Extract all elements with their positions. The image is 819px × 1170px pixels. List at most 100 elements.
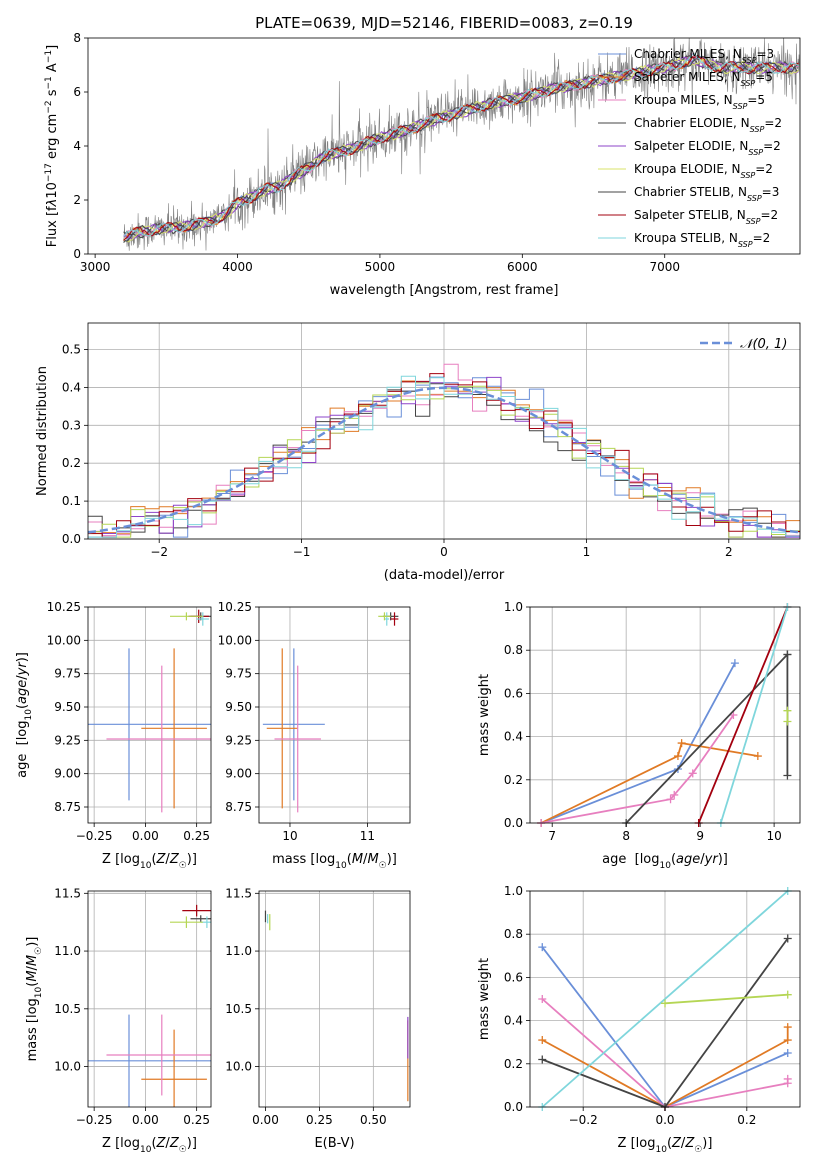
plot-area xyxy=(123,38,800,251)
y-tick-label: 0.2 xyxy=(504,1057,523,1071)
spectrum-y-axis-label: Flux [fλ10−17 erg cm−2 s−1 A−1] xyxy=(44,45,60,247)
weight-marker xyxy=(783,650,792,659)
y-tick-label: 0.3 xyxy=(62,418,81,432)
y-tick-label: 11.0 xyxy=(225,944,252,958)
axes-frame xyxy=(258,606,411,824)
y-tick-label: 9.50 xyxy=(225,700,252,714)
legend-label: 𝒩(0, 1) xyxy=(740,337,787,352)
weight-marker xyxy=(538,943,547,952)
legend-label: Kroupa ELODIE, NSSP=2 xyxy=(634,162,773,180)
plot-area xyxy=(264,910,409,1102)
legend-label: Salpeter ELODIE, NSSP=2 xyxy=(634,139,781,157)
weight_vs_Z-y-axis-label: mass weight xyxy=(477,958,492,1040)
y-tick-label: 10.0 xyxy=(225,1060,252,1074)
weight-series-line xyxy=(625,653,789,824)
axes-frame xyxy=(529,890,801,1108)
y-tick-label: 10.00 xyxy=(218,633,252,647)
y-tick-label: 10.5 xyxy=(225,1002,252,1016)
y-tick-label: 2 xyxy=(73,193,81,207)
plot-area xyxy=(262,612,399,813)
weight-marker xyxy=(538,995,547,1003)
x-tick-label: −0.25 xyxy=(76,829,113,843)
age-vs-mass-panel: 10 11 8.75 9.00 9.25 9.50 9.75 10.00 10.25 mass [… xyxy=(218,600,411,871)
y-tick-label: 0.6 xyxy=(504,970,523,984)
weight-marker xyxy=(783,771,792,780)
weight-series-line xyxy=(719,606,789,824)
y-tick-label: 9.00 xyxy=(54,767,81,781)
weight-marker xyxy=(783,1023,792,1032)
legend-label: Kroupa STELIB, NSSP=2 xyxy=(634,231,770,249)
legend-label: Chabrier ELODIE, NSSP=2 xyxy=(634,116,782,134)
y-tick-label: 0.4 xyxy=(62,380,81,394)
y-tick-label: 9.00 xyxy=(225,767,252,781)
y-tick-label: 6 xyxy=(73,85,81,99)
figure-title: PLATE=0639, MJD=52146, FIBERID=0083, z=0… xyxy=(255,14,633,32)
weight-marker xyxy=(783,1036,792,1045)
mass-vs-metallicity-panel: −0.25 0.00 0.25 10.0 10.5 11.0 11.5 Z [log10(Z/… xyxy=(25,886,212,1155)
weight_vs_age-y-axis-label: mass weight xyxy=(477,674,492,756)
y-tick-label: 10.0 xyxy=(54,1060,81,1074)
y-tick-label: 9.25 xyxy=(225,733,252,747)
age_vs_Z-y-axis-label: age [log10(age/yr)] xyxy=(15,652,34,778)
y-tick-label: 8.75 xyxy=(54,800,81,814)
weight-series-line xyxy=(540,662,736,824)
age-vs-metallicity-panel: −0.25 0.00 0.25 8.75 9.00 9.25 9.50 9.75 10.00 10… xyxy=(15,600,212,871)
normal-curve xyxy=(87,386,801,534)
legend-label: Salpeter STELIB, NSSP=2 xyxy=(634,208,778,226)
y-tick-label: 9.75 xyxy=(225,667,252,681)
model-spectrum-line xyxy=(123,53,799,237)
weight-marker xyxy=(538,1055,547,1064)
plot-area xyxy=(88,609,211,813)
x-tick-label: −0.2 xyxy=(569,1113,598,1127)
x-tick-label: 11 xyxy=(360,829,375,843)
plot-area xyxy=(88,904,211,1107)
x-tick-label: 9 xyxy=(696,829,704,843)
y-tick-label: 1.0 xyxy=(504,600,523,614)
weight-series-line xyxy=(541,890,789,1108)
mass_vs_Z-y-axis-label: mass [log10(M/M☉)] xyxy=(25,937,44,1062)
y-tick-label: 10.25 xyxy=(218,600,252,614)
y-tick-label: 0.4 xyxy=(504,730,523,744)
x-tick-label: 4000 xyxy=(222,260,253,274)
y-tick-label: 11.5 xyxy=(54,886,81,900)
legend-label: Salpeter MILES, NSSP=5 xyxy=(634,70,773,88)
residuals-panel: −2 −1 0 1 2 0.0 0.1 0.2 0.3 0.4 0.5 𝒩(0, 1) (data-mo… xyxy=(35,322,801,583)
mass-vs-ebv-panel: 0.00 0.25 0.50 10.0 10.5 11.0 11.5 E(B-V) xyxy=(225,886,411,1151)
y-tick-label: 1.0 xyxy=(504,884,523,898)
y-tick-label: 0 xyxy=(73,247,81,261)
residuals-x-axis-label: (data-model)/error xyxy=(384,568,505,583)
age_vs_mass-x-axis-label: mass [log10(M/M☉)] xyxy=(272,852,397,871)
weight-marker xyxy=(688,769,697,778)
weight-marker xyxy=(661,999,669,1008)
weight-series-line xyxy=(697,606,789,824)
y-tick-label: 8 xyxy=(73,31,81,45)
weight-series-line xyxy=(541,1027,789,1109)
legend-label: Chabrier MILES, NSSP=3 xyxy=(634,47,774,65)
y-tick-label: 10.25 xyxy=(47,600,81,614)
axes-frame xyxy=(87,890,212,1108)
x-tick-label: 0.00 xyxy=(132,829,159,843)
y-tick-label: 4 xyxy=(73,139,81,153)
weight-marker xyxy=(670,790,679,799)
x-tick-label: 2 xyxy=(725,545,733,559)
x-tick-label: 0.25 xyxy=(183,829,210,843)
plot-area xyxy=(87,363,801,538)
x-tick-label: 0.00 xyxy=(132,1113,159,1127)
x-tick-label: 0.0 xyxy=(655,1113,674,1127)
weight_vs_age-x-axis-label: age [log10(age/yr)] xyxy=(602,852,728,871)
weight-vs-age-panel: 7 8 9 10 0.0 0.2 0.4 0.6 0.8 1.0 age [log10(age/yr… xyxy=(477,600,801,871)
x-tick-label: 8 xyxy=(622,829,630,843)
plot-area xyxy=(537,603,792,827)
weight-marker xyxy=(673,752,682,761)
mass_vs_ebv-x-axis-label: E(B-V) xyxy=(314,1136,354,1151)
weight-marker xyxy=(666,795,675,804)
x-tick-label: 3000 xyxy=(80,260,111,274)
x-tick-label: 0.25 xyxy=(306,1113,333,1127)
residuals-y-axis-label: Normed distribution xyxy=(35,366,50,496)
y-tick-label: 0.8 xyxy=(504,643,523,657)
spectrum-x-axis-label: wavelength [Angstrom, rest frame] xyxy=(330,283,559,298)
weight_vs_Z-x-axis-label: Z [log10(Z/Z☉)] xyxy=(618,1136,713,1155)
x-tick-label: −2 xyxy=(150,545,168,559)
y-tick-label: 10.00 xyxy=(47,633,81,647)
weight-vs-metallicity-panel: −0.2 0.0 0.2 0.0 0.2 0.4 0.6 0.8 1.0 Z [log10(Z/Z… xyxy=(477,884,801,1155)
